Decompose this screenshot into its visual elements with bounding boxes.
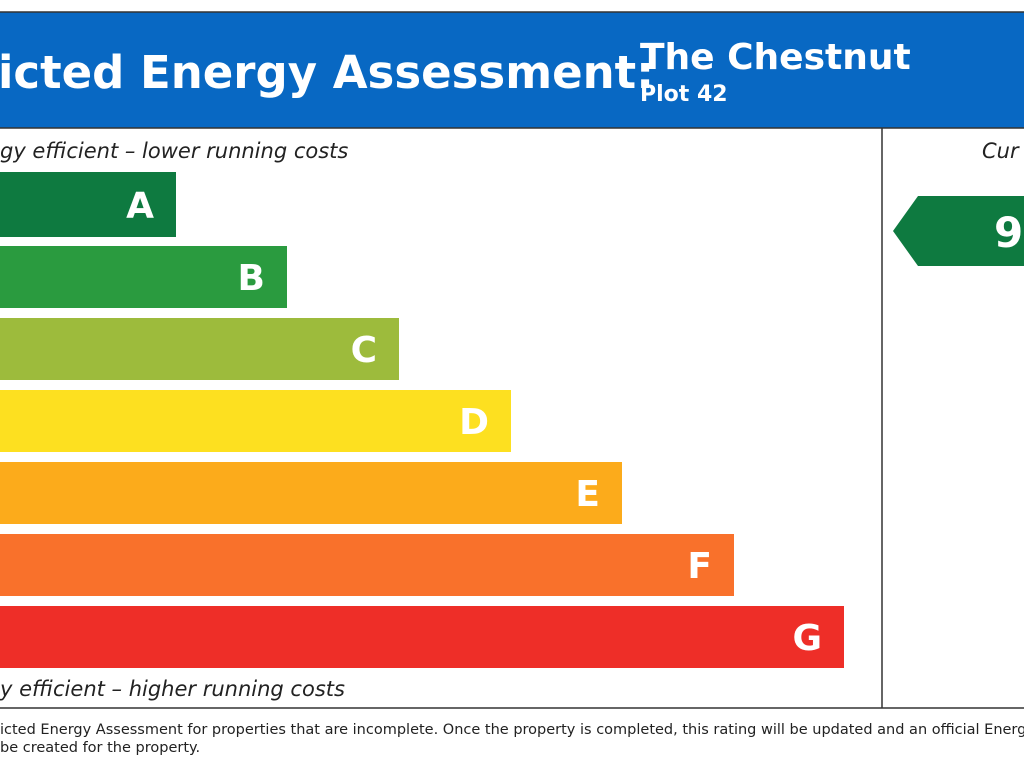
- band-letter: G: [792, 618, 822, 659]
- header-bar: [0, 12, 1024, 128]
- band-bar: [0, 390, 511, 452]
- band-bar: [0, 246, 287, 308]
- band-bar: [0, 318, 399, 380]
- band-letter: A: [126, 186, 154, 227]
- band-letter: C: [351, 330, 377, 371]
- header-title: icted Energy Assessment:: [0, 46, 654, 99]
- band-letter: B: [238, 258, 265, 299]
- footer-line: be created for the property.: [0, 740, 200, 756]
- band-letter: D: [459, 402, 489, 443]
- band-letter: F: [687, 546, 712, 587]
- current-heading: Cur: [982, 139, 1020, 163]
- rating-bands: A B C D E F G: [0, 172, 844, 668]
- band-bar: [0, 172, 176, 237]
- band-bar: [0, 462, 622, 524]
- band-bar: [0, 606, 844, 668]
- band-bar: [0, 534, 734, 596]
- footer-line: icted Energy Assessment for properties t…: [0, 722, 1024, 738]
- top-caption: gy efficient – lower running costs: [0, 139, 348, 163]
- plot-number: Plot 42: [640, 82, 728, 107]
- band-letter: E: [575, 474, 600, 515]
- current-rating: 9: [994, 208, 1023, 257]
- property-name: The Chestnut: [640, 37, 911, 78]
- bottom-caption: y efficient – higher running costs: [0, 677, 345, 701]
- current-arrow: [893, 196, 1024, 266]
